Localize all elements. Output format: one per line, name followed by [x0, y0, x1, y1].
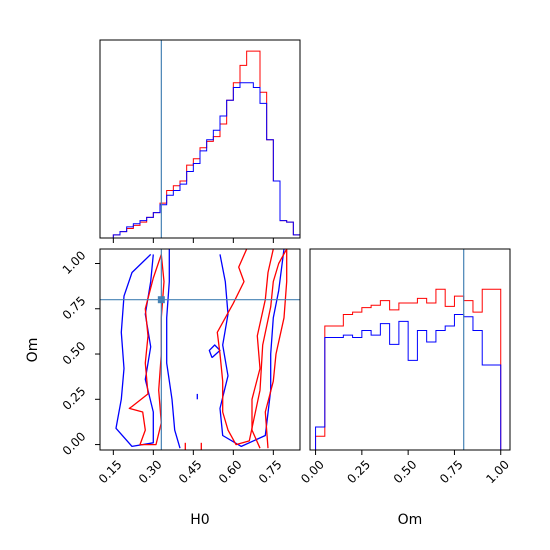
om-hist-series-red [315, 288, 510, 451]
h0-marginal-panel [99, 39, 301, 243]
y-axis-label-om: Om [25, 338, 41, 363]
om-x-tick-label-2: 0.50 [391, 457, 420, 486]
om-x-tick-label-3: 0.75 [437, 457, 466, 486]
h0-x-tick-label-0: 0.15 [96, 457, 125, 486]
contour-red-3 [264, 249, 288, 449]
contour-blue-0 [115, 253, 154, 448]
joint-truth-marker [157, 296, 165, 304]
h0-om-joint-panel: 0.15 0.30 0.45 0.60 0.75 0.00 0.25 0.50 0.75 1.00 [60, 248, 301, 486]
om-x-tick-label-1: 0.25 [344, 457, 373, 486]
om-marginal-frame [309, 248, 511, 451]
om-marginal-panel: 0.00 0.25 0.50 0.75 1.00 [298, 248, 512, 486]
om-y-tick-label-2: 0.50 [60, 339, 89, 368]
h0-x-tick-label-3: 0.60 [216, 457, 245, 486]
h0-x-tick-label-4: 0.75 [256, 457, 285, 486]
h0-hist-series-red [100, 50, 301, 239]
om-hist-series-blue [315, 313, 510, 451]
x-axis-label-h0: H0 [190, 512, 209, 528]
contour-blue-3 [208, 344, 221, 359]
axis-labels: H0 Om Om [25, 338, 422, 528]
om-y-tick-label-4: 1.00 [60, 248, 89, 277]
om-x-tick-label-0: 0.00 [298, 457, 327, 486]
contour-red-0 [128, 254, 165, 446]
h0-marginal-frame [99, 39, 301, 239]
om-y-tick-label-3: 0.75 [60, 294, 89, 323]
x-axis-label-om: Om [398, 512, 423, 528]
om-y-tick-label-0: 0.00 [60, 429, 89, 458]
joint-frame [99, 248, 301, 451]
om-y-tick-label-1: 0.25 [60, 384, 89, 413]
contour-red-2 [251, 249, 274, 449]
joint-plot-area [100, 249, 300, 450]
h0-x-tick-label-2: 0.45 [176, 457, 205, 486]
h0-x-tick-label-1: 0.30 [136, 457, 165, 486]
h0-hist-series-blue [100, 82, 301, 239]
contour-blue-1 [166, 249, 181, 449]
contour-blue-2 [219, 249, 285, 448]
om-x-tick-label-4: 1.00 [483, 457, 512, 486]
